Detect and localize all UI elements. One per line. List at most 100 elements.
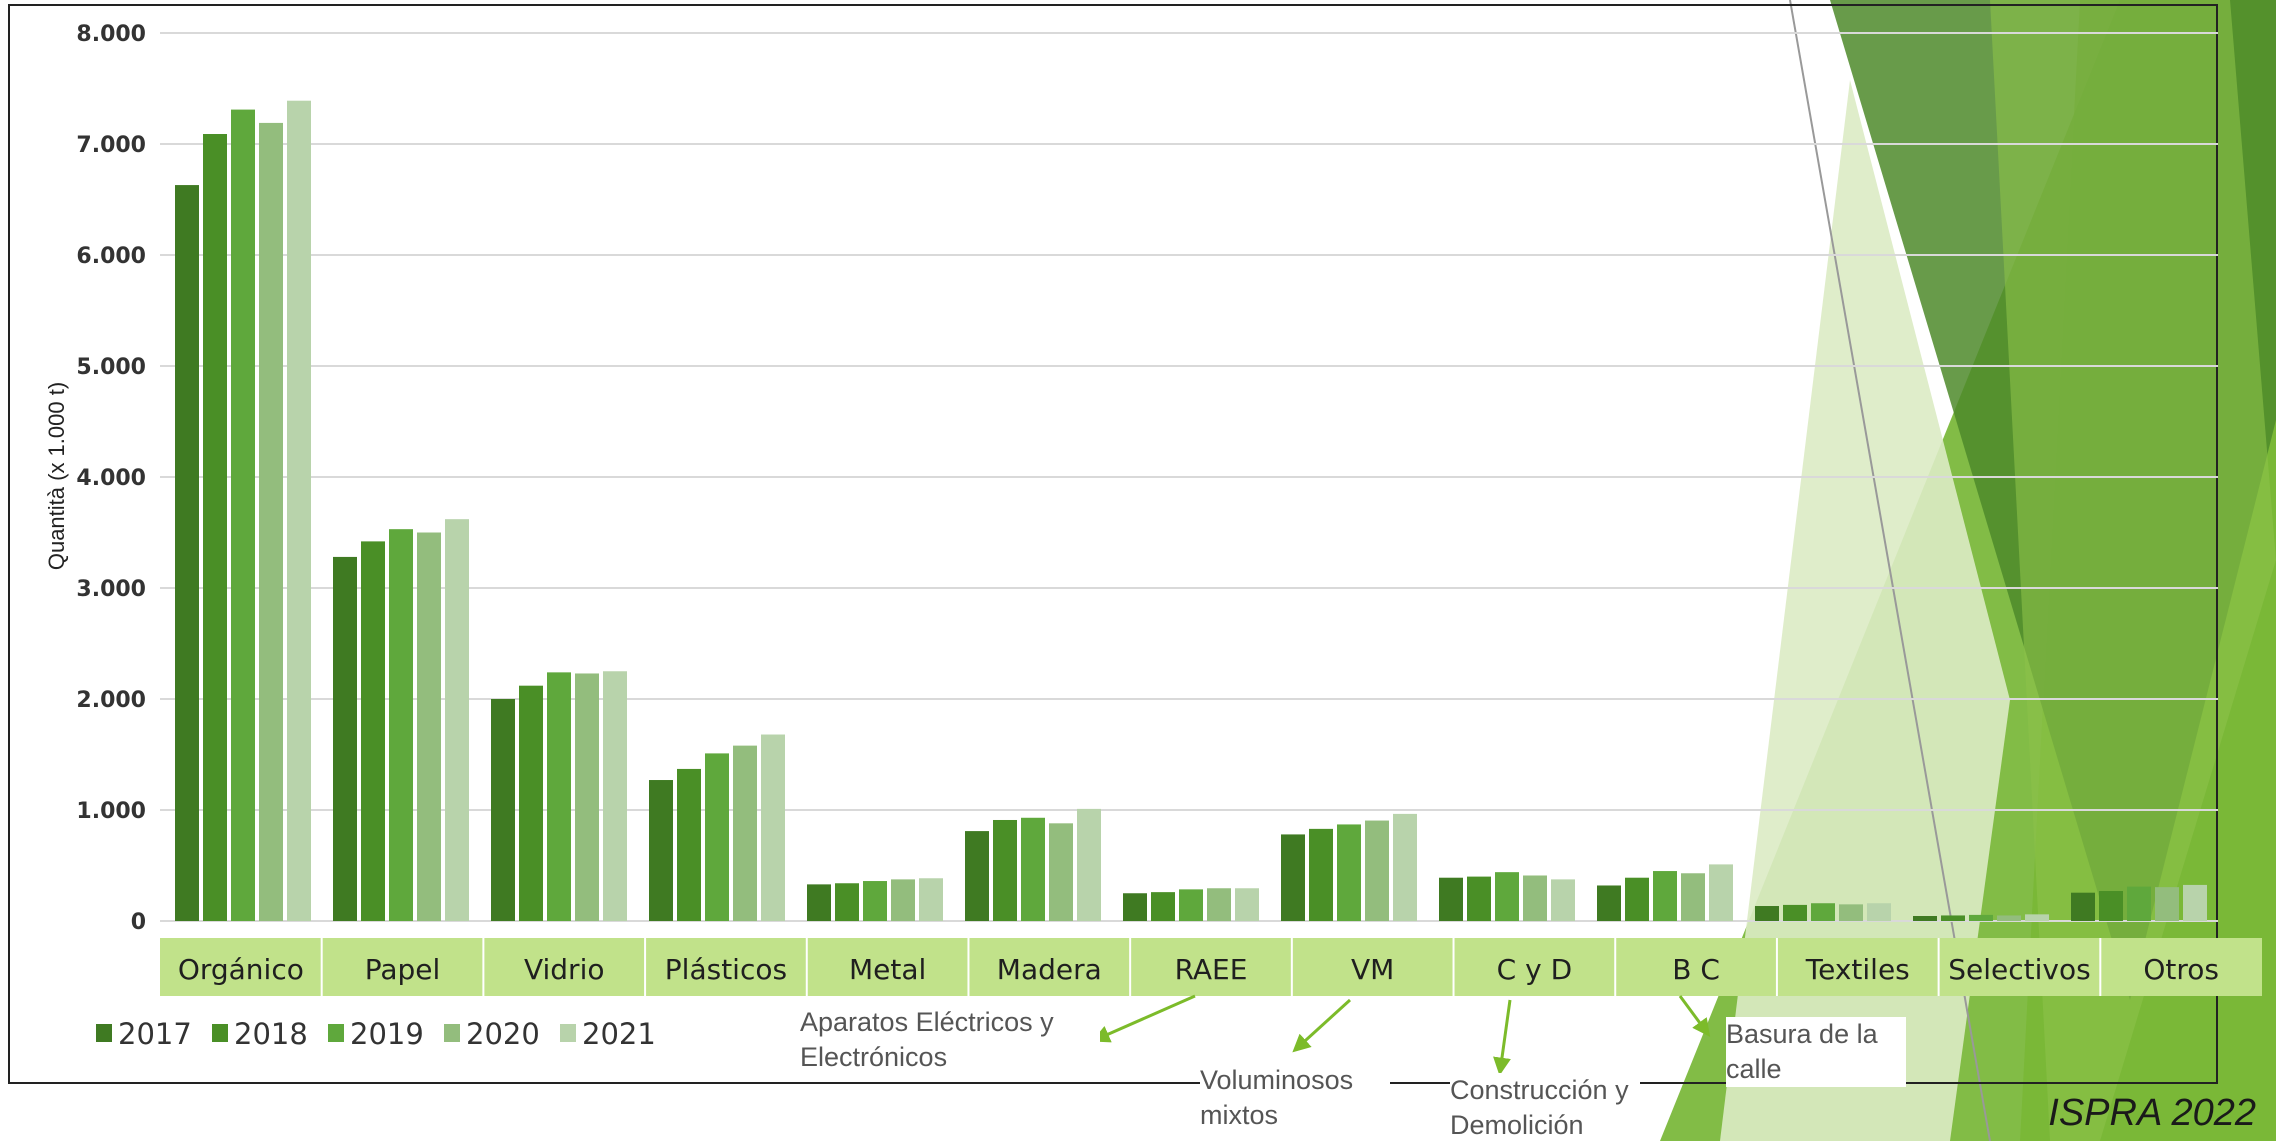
y-tick-label: 7.000	[76, 133, 146, 158]
annotation-raee-text: Aparatos Eléctricos y Electrónicos	[800, 1007, 1054, 1072]
legend-label-2018: 2018	[234, 1017, 308, 1051]
bar-2017	[1439, 877, 1463, 921]
category-label: RAEE	[1175, 953, 1248, 986]
bar-2018	[2099, 891, 2123, 921]
legend-label-2019: 2019	[350, 1017, 424, 1051]
category-label: Vidrio	[524, 953, 605, 986]
bar-2017	[1597, 885, 1621, 921]
bar-2021	[1077, 808, 1101, 921]
bar-2018	[1625, 877, 1649, 921]
bar-2017	[807, 884, 831, 921]
bar-2019	[705, 753, 729, 921]
y-tick-label: 2.000	[76, 688, 146, 713]
bar-2017	[1123, 893, 1147, 921]
bar-2019	[1969, 914, 1993, 921]
bar-2020	[1839, 904, 1863, 921]
bar-2021	[2025, 914, 2049, 921]
bar-2019	[1337, 824, 1361, 921]
category-label: Textiles	[1805, 953, 1910, 986]
bar-2020	[2155, 887, 2179, 921]
deco-shape-pale-2	[1990, 0, 2276, 1141]
arrow-cyd	[1493, 999, 1512, 1076]
annotation-cyd-text: Construcción y Demolición	[1450, 1075, 1629, 1140]
arrow-bc	[1678, 995, 1711, 1037]
legend-swatch-2021	[560, 1024, 576, 1042]
annotation-arrows	[1091, 994, 1711, 1076]
bar-2020	[1681, 873, 1705, 921]
annotation-bc: Basura de la calle	[1726, 1017, 1906, 1087]
bar-2020	[1207, 888, 1231, 921]
bar-2020	[417, 532, 441, 921]
bar-2020	[1365, 820, 1389, 921]
bar-2019	[1021, 817, 1045, 921]
bar-2020	[733, 745, 757, 921]
bar-2018	[519, 685, 543, 921]
category-label: Metal	[849, 953, 926, 986]
y-tick-label: 1.000	[76, 799, 146, 824]
bar-2019	[389, 529, 413, 921]
bar-2021	[919, 878, 943, 921]
bar-2017	[333, 556, 357, 921]
bar-2021	[445, 519, 469, 921]
y-tick-label: 8.000	[76, 22, 146, 47]
annotation-vm: Voluminosos mixtos	[1200, 1063, 1390, 1133]
bar-2021	[761, 734, 785, 921]
bar-2021	[1551, 879, 1575, 921]
bar-2019	[547, 672, 571, 921]
legend-swatch-2019	[328, 1024, 344, 1042]
bar-2018	[1783, 904, 1807, 921]
bar-2020	[1049, 823, 1073, 921]
bar-2018	[835, 883, 859, 921]
bar-2017	[1755, 906, 1779, 921]
bar-2017	[1281, 834, 1305, 921]
annotation-cyd: Construcción y Demolición	[1450, 1073, 1640, 1143]
category-label: C y D	[1497, 953, 1572, 986]
bar-2020	[259, 122, 283, 921]
y-axis-label: Quantità (x 1.000 t)	[44, 382, 69, 570]
category-band-bg	[160, 938, 2262, 996]
category-label: Otros	[2143, 953, 2219, 986]
bar-2018	[361, 541, 385, 921]
bar-2018	[677, 768, 701, 921]
bar-2019	[231, 109, 255, 922]
source-label: ISPRA 2022	[2048, 1092, 2256, 1134]
bar-2021	[2183, 884, 2207, 921]
bar-2017	[965, 831, 989, 921]
legend-swatch-2017	[96, 1024, 112, 1042]
bar-2019	[1811, 903, 1835, 921]
y-tick-label: 6.000	[76, 244, 146, 269]
bar-2017	[175, 185, 199, 921]
legend-swatch-2018	[212, 1024, 228, 1042]
legend-label-2021: 2021	[582, 1017, 656, 1051]
bar-2019	[1653, 871, 1677, 921]
bar-2017	[649, 780, 673, 921]
y-tick-label: 5.000	[76, 355, 146, 380]
bar-2017	[491, 699, 515, 921]
bar-2021	[287, 100, 311, 921]
category-label: B C	[1672, 953, 1720, 986]
bar-2021	[1235, 888, 1259, 921]
bar-layer	[175, 100, 2207, 922]
arrow-vm	[1292, 998, 1352, 1053]
y-tick-label: 4.000	[76, 466, 146, 491]
bar-2018	[1941, 915, 1965, 921]
category-label: VM	[1351, 953, 1394, 986]
bar-2019	[1495, 872, 1519, 921]
bar-2018	[1151, 892, 1175, 921]
bar-2019	[863, 881, 887, 921]
annotation-raee: Aparatos Eléctricos y Electrónicos	[800, 1005, 1100, 1075]
category-label: Papel	[365, 953, 441, 986]
legend-swatch-2020	[444, 1024, 460, 1042]
bar-2019	[2127, 886, 2151, 921]
category-label: Madera	[997, 953, 1102, 986]
bar-2019	[1179, 889, 1203, 921]
bar-2018	[1309, 828, 1333, 921]
legend-label-2017: 2017	[118, 1017, 192, 1051]
y-tick-label: 0	[131, 910, 146, 935]
bar-2018	[1467, 876, 1491, 921]
bar-2020	[891, 879, 915, 921]
category-label: Plásticos	[665, 953, 787, 986]
bar-2020	[1997, 915, 2021, 921]
